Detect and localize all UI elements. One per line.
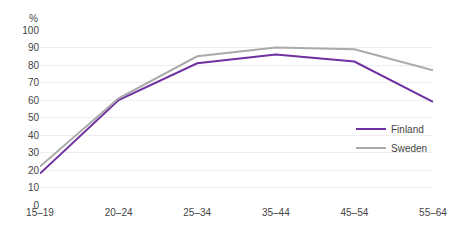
svg-text:50: 50 bbox=[28, 112, 40, 123]
svg-text:90: 90 bbox=[28, 42, 40, 53]
svg-text:60: 60 bbox=[28, 95, 40, 106]
svg-text:0: 0 bbox=[33, 200, 39, 211]
svg-text:Finland: Finland bbox=[391, 124, 424, 135]
svg-text:%: % bbox=[29, 13, 38, 24]
svg-text:25–34: 25–34 bbox=[183, 207, 211, 218]
svg-text:100: 100 bbox=[22, 25, 39, 36]
svg-text:10: 10 bbox=[28, 182, 40, 193]
svg-text:20: 20 bbox=[28, 165, 40, 176]
svg-text:70: 70 bbox=[28, 77, 40, 88]
svg-text:35–44: 35–44 bbox=[262, 207, 290, 218]
svg-text:20–24: 20–24 bbox=[105, 207, 133, 218]
svg-text:55–64: 55–64 bbox=[419, 207, 447, 218]
svg-text:30: 30 bbox=[28, 147, 40, 158]
svg-text:40: 40 bbox=[28, 130, 40, 141]
svg-text:15–19: 15–19 bbox=[26, 207, 54, 218]
svg-text:Sweden: Sweden bbox=[391, 143, 427, 154]
svg-text:80: 80 bbox=[28, 60, 40, 71]
svg-text:45–54: 45–54 bbox=[340, 207, 368, 218]
